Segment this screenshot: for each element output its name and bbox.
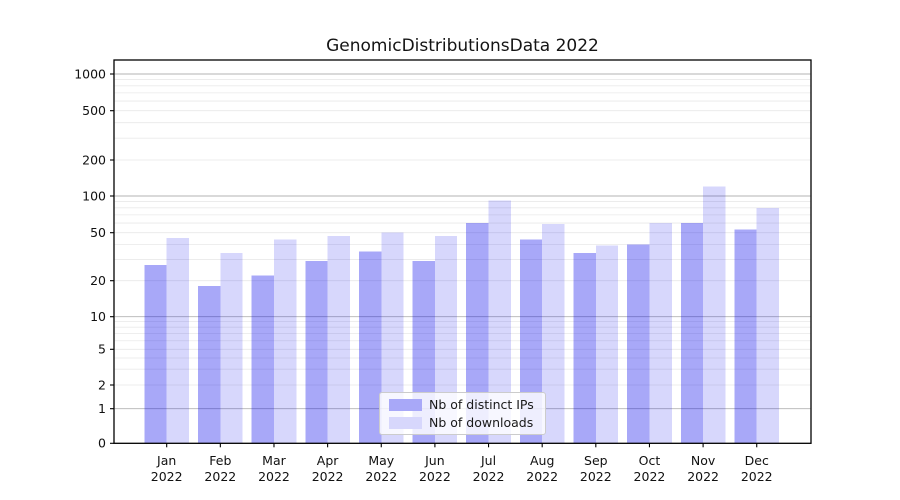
y-tick-label: 5: [98, 342, 106, 357]
legend-label-distinct-ips: Nb of distinct IPs: [429, 397, 534, 412]
y-tick-label: 10: [90, 309, 106, 324]
bar-nb-of-downloads-jul: [488, 200, 511, 444]
x-tick-label-month: Nov: [691, 453, 716, 468]
bar-nb-of-distinct-ips-jan: [144, 265, 167, 444]
y-axis: 0 1 2 5 10 20 50 100 200 500 1000: [74, 66, 114, 451]
x-tick-label-month: Mar: [262, 453, 286, 468]
x-tick-label-year: 2022: [741, 469, 773, 484]
y-tick-label: 0: [98, 436, 106, 451]
y-tick-label: 500: [82, 103, 106, 118]
x-tick-label-month: May: [368, 453, 394, 468]
x-tick-label-month: Oct: [639, 453, 661, 468]
bar-nb-of-downloads-jan: [166, 238, 189, 444]
x-tick-label-year: 2022: [151, 469, 183, 484]
bar-nb-of-distinct-ips-apr: [305, 261, 328, 444]
x-axis: Jan2022Feb2022Mar2022Apr2022May2022Jun20…: [151, 443, 773, 484]
x-tick-label-month: Jul: [480, 453, 496, 468]
x-tick-label-month: Dec: [745, 453, 769, 468]
bar-nb-of-distinct-ips-feb: [198, 286, 221, 444]
y-tick-label: 50: [90, 225, 106, 240]
x-tick-label-year: 2022: [526, 469, 558, 484]
bar-nb-of-downloads-nov: [703, 186, 726, 444]
legend-swatch-distinct-ips: [389, 398, 422, 411]
y-tick-label: 2: [98, 377, 106, 392]
bar-nb-of-distinct-ips-nov: [680, 223, 704, 444]
legend-swatch-downloads: [389, 416, 422, 429]
x-tick-label-year: 2022: [473, 469, 505, 484]
bar-nb-of-distinct-ips-may: [359, 251, 382, 444]
grid-minor: [114, 79, 811, 386]
bar-nb-of-downloads-may: [381, 232, 404, 444]
x-tick-label-month: Apr: [317, 453, 339, 468]
x-tick-label-month: Jun: [424, 453, 445, 468]
x-tick-label-month: Aug: [530, 453, 554, 468]
legend-item-downloads: Nb of downloads: [389, 415, 545, 430]
x-tick-label-month: Jan: [156, 453, 176, 468]
bar-nb-of-distinct-ips-sep: [573, 252, 596, 444]
x-tick-label-month: Feb: [209, 453, 231, 468]
bar-nb-of-downloads-jun: [434, 235, 458, 444]
y-tick-label: 20: [90, 273, 106, 288]
bar-nb-of-downloads-apr: [327, 235, 350, 444]
x-tick-label-year: 2022: [312, 469, 344, 484]
x-tick-label-year: 2022: [687, 469, 719, 484]
bar-nb-of-downloads-oct: [649, 223, 672, 444]
bar-nb-of-distinct-ips-jul: [466, 223, 489, 444]
x-tick-label-year: 2022: [580, 469, 612, 484]
bar-nb-of-distinct-ips-mar: [251, 275, 274, 444]
x-tick-label-year: 2022: [204, 469, 236, 484]
x-tick-label-year: 2022: [365, 469, 397, 484]
bar-nb-of-downloads-feb: [220, 252, 243, 444]
y-tick-label: 100: [82, 188, 106, 203]
bar-nb-of-downloads-mar: [274, 239, 297, 444]
legend: Nb of distinct IPs Nb of downloads: [379, 392, 546, 435]
bar-nb-of-distinct-ips-oct: [627, 244, 650, 444]
chart-title: GenomicDistributionsData 2022: [326, 36, 599, 56]
legend-item-distinct-ips: Nb of distinct IPs: [389, 397, 545, 412]
x-tick-label-year: 2022: [634, 469, 666, 484]
y-tick-label: 1: [98, 401, 106, 416]
x-tick-label-year: 2022: [258, 469, 290, 484]
bar-nb-of-downloads-dec: [756, 207, 779, 444]
bars-nb-of-downloads: [166, 186, 779, 444]
bar-nb-of-downloads-aug: [542, 223, 565, 444]
y-tick-label: 1000: [74, 66, 106, 81]
y-tick-label: 200: [82, 152, 106, 167]
plot-border: [113, 59, 812, 444]
legend-label-downloads: Nb of downloads: [429, 415, 534, 430]
x-tick-label-month: Sep: [584, 453, 608, 468]
x-tick-label-year: 2022: [419, 469, 451, 484]
bar-nb-of-distinct-ips-dec: [734, 229, 757, 444]
bar-nb-of-downloads-sep: [595, 245, 619, 444]
